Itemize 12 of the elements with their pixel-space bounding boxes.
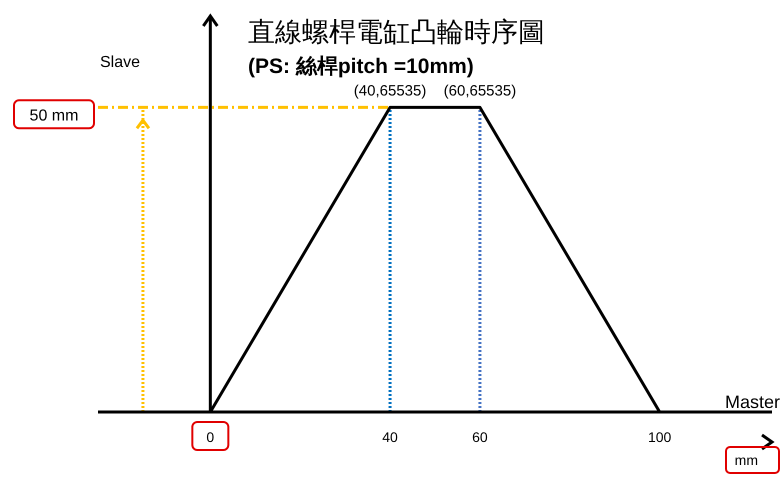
x-axis-title: Master: [724, 392, 780, 413]
x-tick-label: 100: [648, 429, 672, 445]
chart-subtitle: (PS: 絲桿pitch =10mm): [248, 54, 474, 80]
x-tick-label: 60: [472, 429, 488, 445]
x-tick-label: 0: [206, 429, 214, 445]
y-axis-title: Slave: [100, 54, 140, 72]
annotation: (60,65535): [444, 82, 516, 100]
chart-title: 直線螺桿電缸凸輪時序圖: [248, 16, 545, 50]
annotation: (40,65535): [354, 82, 426, 100]
text: mm: [724, 446, 780, 474]
x-tick-label: 40: [382, 429, 398, 445]
ref-line-label: 50 mm: [30, 107, 78, 124]
